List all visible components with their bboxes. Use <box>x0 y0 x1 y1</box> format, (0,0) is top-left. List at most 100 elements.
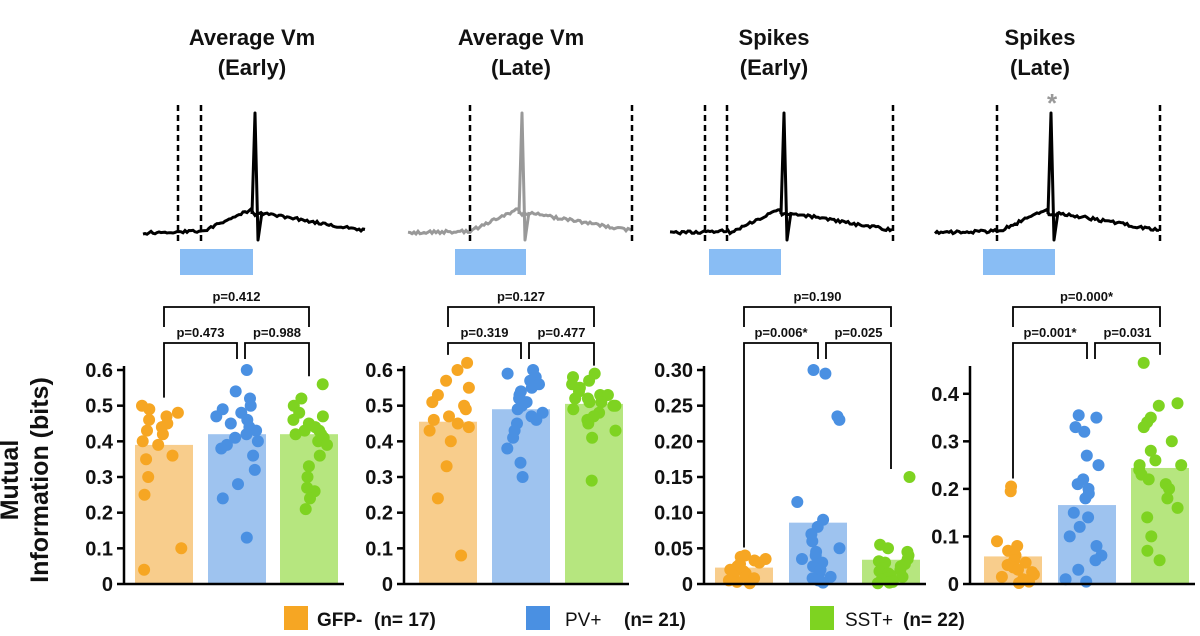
data-point-pv <box>501 367 514 380</box>
panel-1-title-line1: Average Vm <box>189 25 315 50</box>
data-point-gfp <box>427 413 440 426</box>
y-axis-label-line1: Mutual <box>0 440 24 521</box>
y-tick-label: 0.3 <box>365 467 393 489</box>
y-tick-label: 0.10 <box>654 503 693 525</box>
significance-bracket <box>528 342 595 366</box>
data-point-pv <box>1073 520 1086 533</box>
y-tick-label: 0 <box>102 574 113 596</box>
data-point-gfp <box>140 453 153 466</box>
data-point-pv <box>807 364 820 376</box>
data-point-pv <box>215 442 228 455</box>
panel-2-title-line1: Average Vm <box>458 25 584 50</box>
data-point-gfp <box>138 563 151 576</box>
data-point-pv <box>1059 573 1072 586</box>
p-value-label: p=0.473 <box>176 325 224 340</box>
stimulus-bar-1 <box>180 249 253 275</box>
y-tick-label: 0.5 <box>85 396 113 418</box>
stimulus-bar-3 <box>709 249 781 275</box>
data-point-sst <box>289 428 302 441</box>
y-tick-label: 0.1 <box>365 538 393 560</box>
data-point-gfp <box>136 435 149 448</box>
data-point-pv <box>250 424 263 437</box>
panel-2-title-line2: (Late) <box>491 55 551 80</box>
legend-label-pv: PV+ <box>565 610 601 631</box>
data-point-gfp <box>142 471 155 483</box>
data-point-pv <box>240 531 253 544</box>
p-value-label: p=0.412 <box>212 289 260 304</box>
significance-bracket <box>743 342 819 548</box>
data-point-sst <box>569 392 582 405</box>
data-point-sst <box>1152 399 1165 412</box>
trace-spike-2 <box>517 111 531 242</box>
data-point-sst <box>1142 473 1155 486</box>
data-point-sst <box>1165 435 1178 448</box>
data-point-pv <box>833 542 846 555</box>
data-point-gfp <box>991 535 1003 548</box>
y-tick-label: 0.2 <box>931 479 959 501</box>
data-point-gfp <box>1004 485 1017 498</box>
p-value-label: p=0.988 <box>253 325 301 340</box>
p-value-label: p=0.025 <box>834 325 882 340</box>
y-tick-label: 0.05 <box>654 538 693 560</box>
data-point-gfp <box>995 570 1008 583</box>
y-tick-label: 0.2 <box>365 503 393 525</box>
data-point-pv <box>530 413 543 426</box>
data-point-sst <box>583 396 596 409</box>
data-point-sst <box>287 413 300 426</box>
data-point-sst <box>567 403 580 416</box>
data-point-gfp <box>462 421 475 434</box>
data-point-sst <box>583 374 596 387</box>
data-point-gfp <box>443 410 455 423</box>
data-point-pv <box>240 364 253 376</box>
data-point-gfp <box>440 460 453 473</box>
bar-gfp-1 <box>135 444 193 584</box>
data-point-sst <box>1149 454 1162 467</box>
data-point-sst <box>1175 459 1188 472</box>
legend-n-gfp: (n= 17) <box>374 610 436 631</box>
significance-bracket <box>1012 306 1161 327</box>
y-tick-label: 0.6 <box>85 360 113 382</box>
data-point-gfp <box>431 492 444 505</box>
data-point-pv <box>1082 511 1095 524</box>
data-point-gfp <box>440 374 453 387</box>
data-point-sst <box>1153 554 1166 567</box>
data-point-pv <box>1080 449 1093 462</box>
data-point-sst <box>1171 397 1184 410</box>
significance-bracket <box>1012 342 1088 479</box>
data-point-sst <box>1144 444 1157 457</box>
data-point-sst <box>1163 482 1176 495</box>
data-point-pv <box>525 381 538 394</box>
data-point-gfp <box>1012 563 1024 576</box>
data-point-sst <box>1137 421 1150 434</box>
p-value-label: p=0.006* <box>754 325 808 340</box>
data-point-sst <box>302 460 315 473</box>
data-point-sst <box>586 431 599 444</box>
trace-spike-4 <box>1046 111 1060 242</box>
data-point-sst <box>1161 492 1174 505</box>
y-tick-label: 0.25 <box>654 396 693 418</box>
data-point-sst <box>313 449 326 462</box>
data-point-sst <box>299 503 312 516</box>
data-point-sst <box>304 492 316 505</box>
data-point-pv <box>229 431 242 444</box>
p-value-label: p=0.319 <box>460 325 508 340</box>
bar-pv-2 <box>492 409 550 584</box>
data-point-gfp <box>731 575 743 588</box>
legend-swatch-gfp <box>284 606 308 630</box>
data-point-pv <box>1090 540 1103 552</box>
data-point-sst <box>1137 356 1150 369</box>
legend-label-gfp: GFP- <box>317 610 362 631</box>
y-tick-label: 0.20 <box>654 431 693 453</box>
chart-2: 0 0.1 0.2 0.3 0.4 0.5 0.6 p=0.127 p=0.319 p=0.477 <box>365 289 629 596</box>
data-point-sst <box>609 424 622 437</box>
data-point-pv <box>240 428 253 441</box>
data-point-pv <box>514 456 527 469</box>
data-point-sst <box>298 424 311 437</box>
data-point-pv <box>1079 492 1092 505</box>
data-point-sst <box>1145 530 1158 543</box>
data-point-sst <box>1171 501 1184 514</box>
data-point-gfp <box>451 417 464 430</box>
y-tick-label: 0.30 <box>654 360 693 382</box>
p-value-label: p=0.127 <box>497 289 545 304</box>
